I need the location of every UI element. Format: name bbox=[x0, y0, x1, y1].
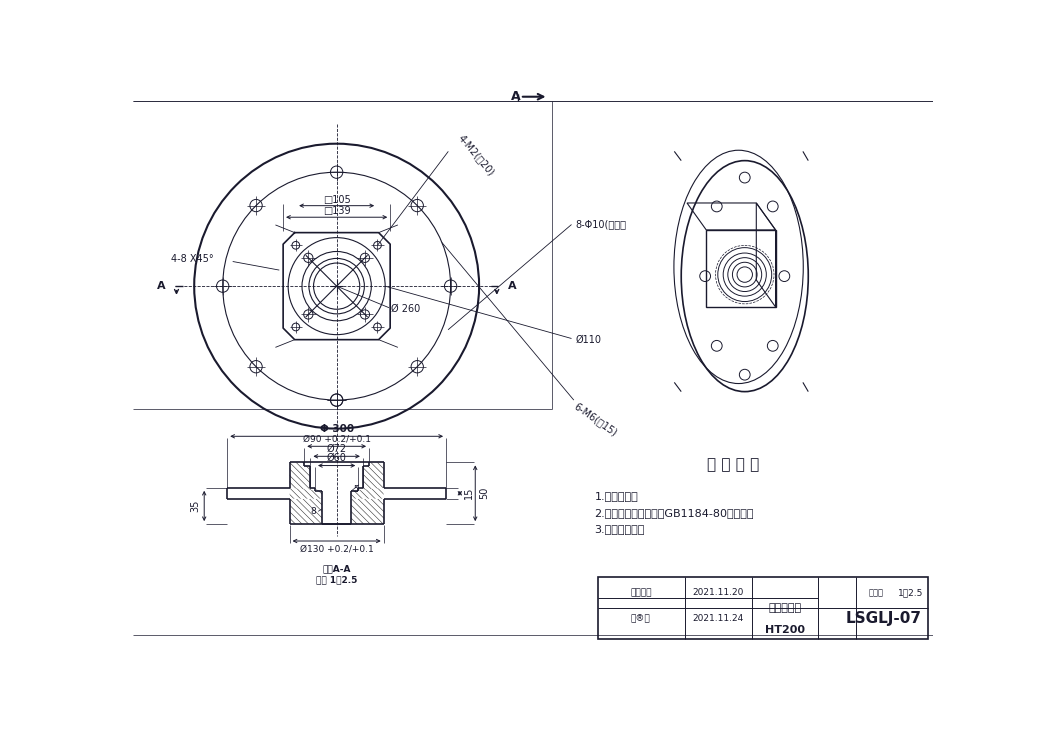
Text: A: A bbox=[511, 90, 520, 104]
Text: 剪面A-A: 剪面A-A bbox=[322, 564, 350, 573]
Text: A: A bbox=[508, 281, 516, 291]
Text: 4-8 X45°: 4-8 X45° bbox=[172, 254, 214, 264]
Text: HT200: HT200 bbox=[764, 625, 805, 634]
Text: 15: 15 bbox=[464, 487, 474, 499]
Bar bbox=[598, 577, 928, 639]
Text: Ø90 +0.2/+0.1: Ø90 +0.2/+0.1 bbox=[303, 434, 370, 443]
Text: ノ®ヒ: ノ®ヒ bbox=[631, 614, 651, 623]
Text: 2021.11.20: 2021.11.20 bbox=[692, 588, 744, 597]
Text: □105: □105 bbox=[322, 195, 350, 205]
Text: 三盖ミライ: 三盖ミライ bbox=[769, 603, 802, 613]
Text: A: A bbox=[157, 281, 165, 291]
Text: 技 术 要 求: 技 术 要 求 bbox=[707, 457, 759, 472]
Text: 比例 1：2.5: 比例 1：2.5 bbox=[316, 575, 358, 584]
Text: Ø72: Ø72 bbox=[327, 444, 346, 453]
Text: Ø60: Ø60 bbox=[327, 453, 346, 463]
Text: Ø130 +0.2/+0.1: Ø130 +0.2/+0.1 bbox=[300, 545, 373, 553]
Text: 1：2.5: 1：2.5 bbox=[898, 588, 922, 597]
Text: Ø110: Ø110 bbox=[575, 335, 601, 345]
Text: ヨニヘン: ヨニヘン bbox=[630, 588, 651, 597]
Text: 1.锐角倒钓。: 1.锐角倒钓。 bbox=[595, 491, 639, 501]
Text: 50: 50 bbox=[479, 487, 490, 499]
Bar bbox=[706, 230, 776, 307]
Text: Ø 260: Ø 260 bbox=[391, 304, 420, 314]
Text: 2021.11.24: 2021.11.24 bbox=[693, 614, 744, 623]
Text: アネ大: アネ大 bbox=[868, 588, 883, 597]
Text: LSGLJ-07: LSGLJ-07 bbox=[846, 611, 921, 626]
Text: 6-M6(淲15): 6-M6(淲15) bbox=[572, 402, 619, 438]
Text: 2.未注形状公差应符合GB1184-80的要求。: 2.未注形状公差应符合GB1184-80的要求。 bbox=[595, 507, 754, 518]
Text: Φ 300: Φ 300 bbox=[319, 424, 354, 434]
Text: □139: □139 bbox=[322, 206, 350, 216]
Text: 8: 8 bbox=[310, 507, 316, 516]
Text: 3.无铸造缺陷。: 3.无铸造缺陷。 bbox=[595, 524, 645, 534]
Text: 8-Φ10(通孔）: 8-Φ10(通孔） bbox=[575, 219, 626, 230]
Text: 35: 35 bbox=[190, 500, 200, 512]
Text: 5: 5 bbox=[354, 485, 359, 494]
Text: 4-M2(淲20): 4-M2(淲20) bbox=[456, 133, 496, 178]
